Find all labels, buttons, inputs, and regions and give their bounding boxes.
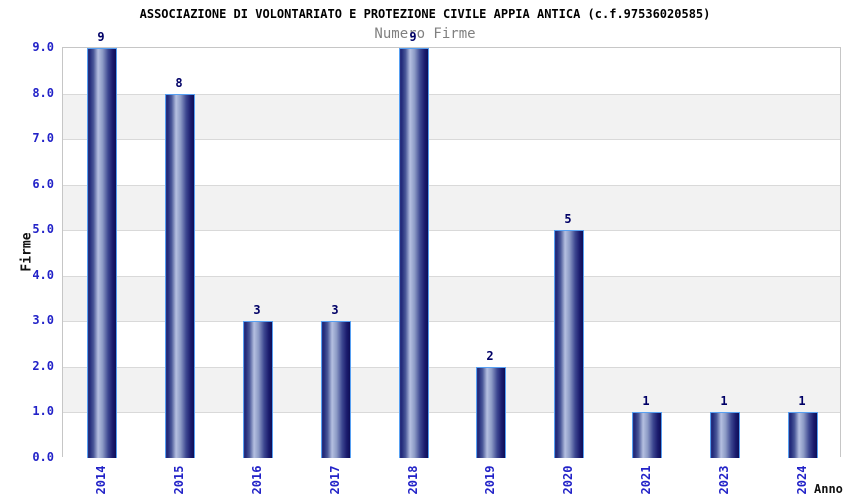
bar-value-label: 2 [486,349,494,363]
bar-2021 [632,412,662,458]
y-axis-label: Firme [19,232,35,272]
y-tick-label: 2.0 [32,359,54,373]
y-tick-label: 6.0 [32,177,54,191]
bar-2019 [476,367,506,458]
chart-title: ASSOCIAZIONE DI VOLONTARIATO E PROTEZION… [139,7,711,21]
bar-value-label: 1 [642,394,650,408]
bar-2023 [710,412,740,458]
bar-value-label: 3 [253,303,261,317]
bar-2024 [788,412,818,458]
y-tick-label: 5.0 [32,222,54,236]
bar-value-label: 9 [97,30,105,44]
x-tick-label: 2018 [406,465,420,495]
bar-value-label: 9 [409,30,417,44]
gridline [63,230,840,231]
x-axis-label: Anno [814,482,843,496]
gridline [63,94,840,95]
bar-value-label: 1 [720,394,728,408]
gridline [63,276,840,277]
plot-area [62,47,841,458]
x-tick-label: 2016 [250,465,264,495]
x-tick-label: 2023 [717,465,731,495]
y-tick-label: 3.0 [32,313,54,327]
y-tick-label: 0.0 [32,450,54,464]
y-tick-label: 1.0 [32,404,54,418]
bar-value-label: 3 [331,303,339,317]
bar-value-label: 8 [175,76,183,90]
bar-value-label: 1 [798,394,806,408]
grid-band [63,48,840,94]
gridline [63,367,840,368]
x-tick-label: 2020 [561,465,575,495]
bar-2015 [165,94,195,458]
bar-2014 [87,48,117,458]
y-tick-label: 7.0 [32,131,54,145]
x-tick-label: 2024 [795,465,809,495]
bar-2016 [243,321,273,458]
chart-subtitle: Numero Firme [374,26,476,42]
x-tick-label: 2014 [94,465,108,495]
x-tick-label: 2021 [639,465,653,495]
bar-2017 [321,321,351,458]
gridline [63,412,840,413]
y-tick-label: 8.0 [32,86,54,100]
gridline [63,321,840,322]
bar-2018 [399,48,429,458]
x-tick-label: 2019 [483,465,497,495]
y-tick-label: 9.0 [32,40,54,54]
x-tick-label: 2017 [328,465,342,495]
gridline [63,139,840,140]
y-tick-label: 4.0 [32,268,54,282]
bar-2020 [554,230,584,458]
gridline [63,185,840,186]
bar-value-label: 5 [564,212,572,226]
x-tick-label: 2015 [172,465,186,495]
